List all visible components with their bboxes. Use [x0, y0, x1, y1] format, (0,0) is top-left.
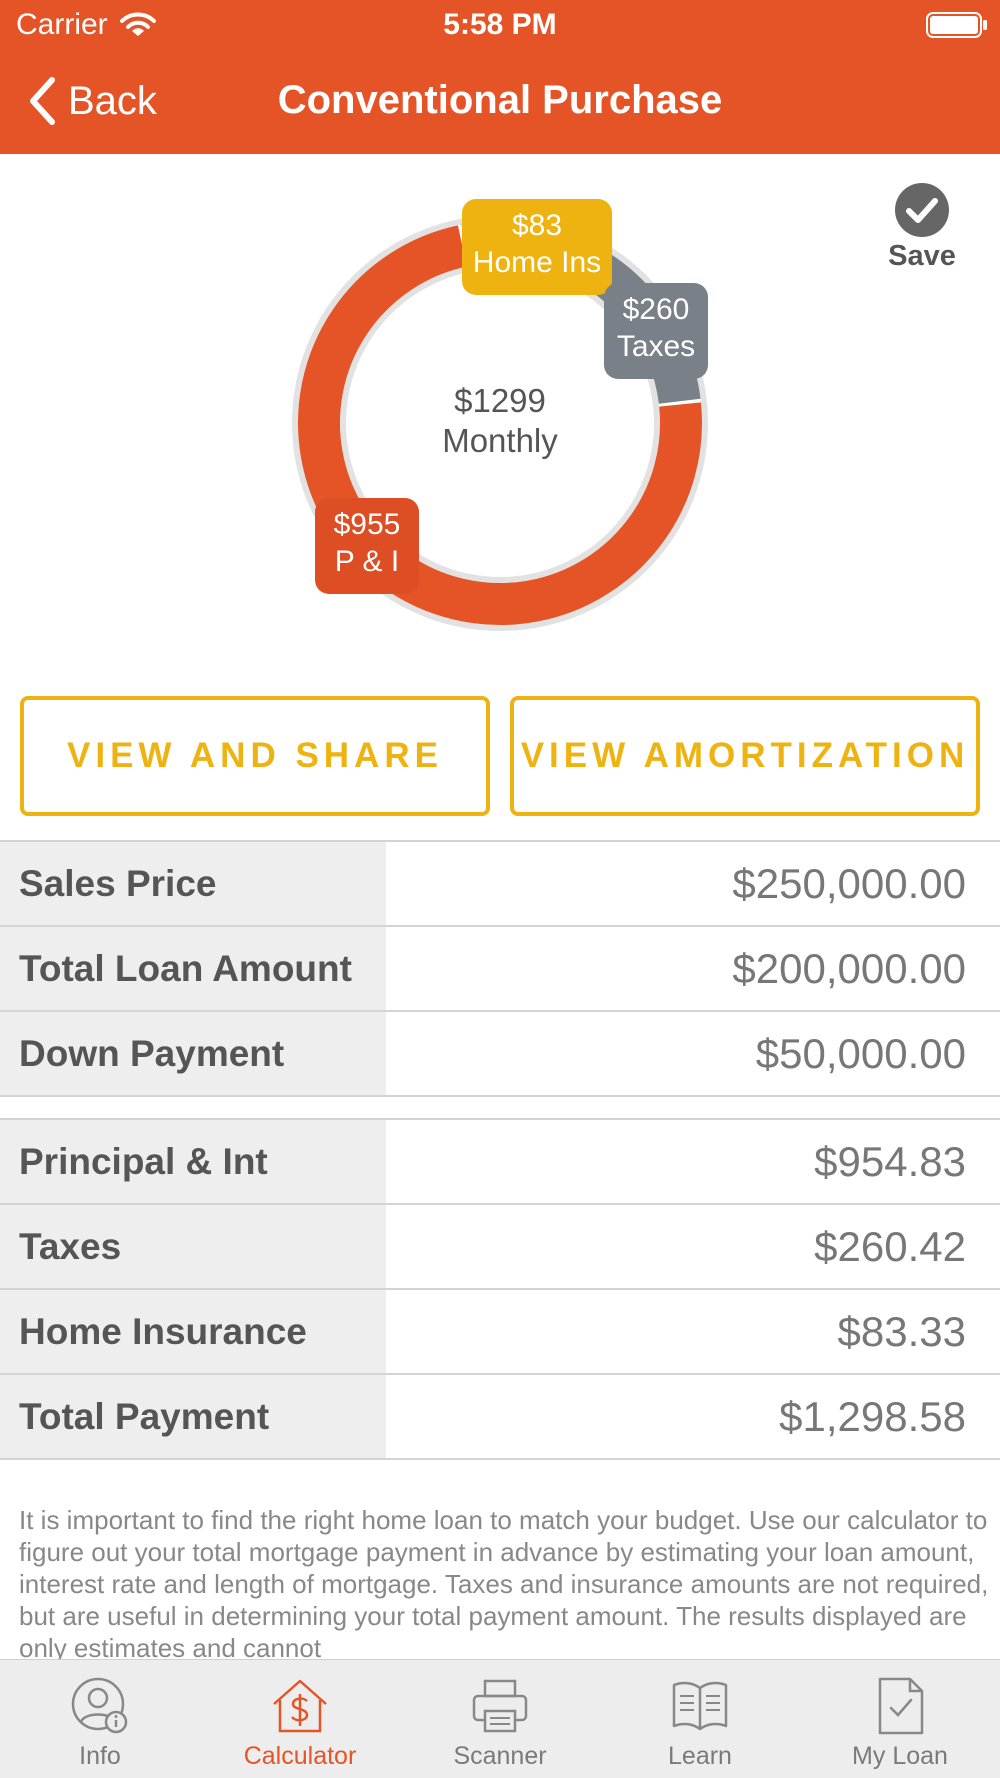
- home-insurance-slice-label: $83 Home Ins: [462, 199, 612, 295]
- tab-learn-label: Learn: [668, 1742, 732, 1770]
- table-row: Home Insurance $83.33: [0, 1290, 1000, 1375]
- principal-interest-slice-name: P & I: [334, 545, 400, 578]
- table-row: Taxes $260.42: [0, 1205, 1000, 1290]
- checkmark-circle-icon: [895, 183, 949, 237]
- info-person-icon: [71, 1677, 128, 1734]
- principal-interest-value[interactable]: $954.83: [814, 1137, 966, 1185]
- taxes-value[interactable]: $260.42: [814, 1222, 966, 1270]
- taxes-slice-label: $260 Taxes: [604, 283, 708, 379]
- table-row: Total Loan Amount $200,000.00: [0, 927, 1000, 1012]
- document-check-icon: [878, 1677, 924, 1735]
- back-label: Back: [68, 78, 157, 123]
- battery-icon: [926, 12, 987, 38]
- monthly-label: Monthly: [442, 422, 558, 459]
- total-loan-amount-label: Total Loan Amount: [0, 927, 386, 1010]
- table-row: Principal & Int $954.83: [0, 1120, 1000, 1205]
- navigation-bar: Back Conventional Purchase: [0, 62, 1000, 142]
- status-bar: Carrier 5:58 PM: [0, 0, 1000, 50]
- taxes-slice-name: Taxes: [616, 330, 696, 363]
- page-title: Conventional Purchase: [277, 78, 723, 122]
- sales-price-label: Sales Price: [0, 842, 386, 925]
- principal-interest-slice-label: $955 P & I: [315, 498, 419, 594]
- monthly-total: $1299: [454, 382, 546, 419]
- taxes-label: Taxes: [0, 1205, 386, 1288]
- tab-my-loan[interactable]: My Loan: [800, 1660, 1000, 1778]
- home-insurance-value[interactable]: $83.33: [837, 1307, 966, 1355]
- table-row: Total Payment $1,298.58: [0, 1375, 1000, 1460]
- loan-summary-table: Sales Price $250,000.00 Total Loan Amoun…: [0, 840, 1000, 1097]
- carrier-indicator: Carrier: [16, 8, 156, 42]
- total-payment-value: $1,298.58: [779, 1392, 966, 1440]
- taxes-slice-amount: $260: [622, 293, 690, 326]
- view-and-share-button[interactable]: VIEW AND SHARE: [20, 696, 490, 816]
- book-icon: [672, 1681, 728, 1731]
- header: Carrier 5:58 PM Back Conventional Purcha…: [0, 0, 1000, 154]
- home-insurance-slice-amount: $83: [511, 209, 563, 242]
- home-insurance-label: Home Insurance: [0, 1290, 386, 1373]
- disclaimer-text: It is important to find the right home l…: [19, 1505, 989, 1663]
- chevron-left-icon: [30, 77, 55, 125]
- tab-calculator-label: Calculator: [243, 1742, 357, 1770]
- printer-icon: [472, 1679, 528, 1733]
- tab-my-loan-label: My Loan: [852, 1742, 948, 1770]
- tab-scanner[interactable]: Scanner: [400, 1660, 600, 1778]
- down-payment-label: Down Payment: [0, 1012, 386, 1095]
- principal-interest-slice-amount: $955: [333, 508, 401, 541]
- home-insurance-slice-name: Home Ins: [472, 246, 602, 279]
- tab-scanner-label: Scanner: [453, 1742, 547, 1770]
- view-amortization-button[interactable]: VIEW AMORTIZATION: [510, 696, 980, 816]
- status-time: 5:58 PM: [443, 8, 557, 41]
- down-payment-value[interactable]: $50,000.00: [755, 1029, 966, 1077]
- table-row: Down Payment $50,000.00: [0, 1012, 1000, 1097]
- tab-bar: Info Calculator Scanner: [0, 1659, 1000, 1778]
- tab-info[interactable]: Info: [0, 1660, 200, 1778]
- payment-chart: $1299 Monthly $83 Home Ins $260 Taxes $9…: [0, 154, 1000, 674]
- back-button[interactable]: Back: [28, 76, 157, 126]
- principal-interest-label: Principal & Int: [0, 1120, 386, 1203]
- tab-calculator[interactable]: Calculator: [200, 1660, 400, 1778]
- sales-price-value[interactable]: $250,000.00: [732, 859, 966, 907]
- wifi-icon: [119, 12, 156, 36]
- save-button[interactable]: Save: [884, 182, 960, 273]
- save-label: Save: [888, 240, 956, 272]
- payment-breakdown-table: Principal & Int $954.83 Taxes $260.42 Ho…: [0, 1118, 1000, 1460]
- tab-info-label: Info: [79, 1742, 121, 1770]
- table-row: Sales Price $250,000.00: [0, 842, 1000, 927]
- total-loan-amount-value[interactable]: $200,000.00: [732, 944, 966, 992]
- calculator-house-icon: [273, 1679, 327, 1733]
- tab-learn[interactable]: Learn: [600, 1660, 800, 1778]
- carrier-label: Carrier: [16, 8, 108, 41]
- total-payment-label: Total Payment: [0, 1375, 386, 1458]
